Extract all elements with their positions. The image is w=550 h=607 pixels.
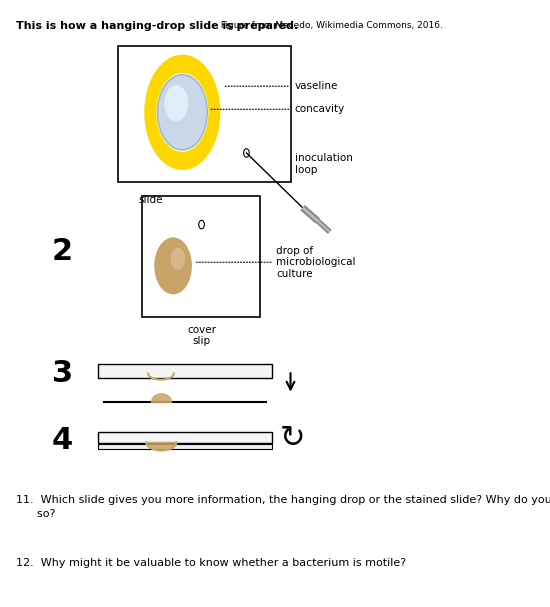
Text: 4: 4	[52, 426, 73, 455]
Text: vaseline: vaseline	[294, 81, 338, 91]
Circle shape	[144, 55, 221, 170]
Circle shape	[170, 248, 185, 270]
FancyBboxPatch shape	[98, 432, 272, 443]
Text: 11.  Which slide gives you more information, the hanging drop or the stained sli: 11. Which slide gives you more informati…	[16, 495, 550, 519]
Text: cover
slip: cover slip	[187, 325, 216, 347]
Text: 12.  Why might it be valuable to know whether a bacterium is motile?: 12. Why might it be valuable to know whe…	[16, 558, 406, 568]
Circle shape	[154, 237, 192, 294]
FancyBboxPatch shape	[98, 364, 272, 378]
Text: slide: slide	[138, 195, 163, 205]
Circle shape	[164, 85, 188, 121]
Text: drop of
microbiological
culture: drop of microbiological culture	[277, 246, 356, 279]
Circle shape	[156, 73, 208, 152]
Text: concavity: concavity	[294, 104, 345, 114]
FancyBboxPatch shape	[98, 444, 272, 449]
FancyBboxPatch shape	[118, 46, 290, 182]
Text: Figure from Macedo, Wikimedia Commons, 2016.: Figure from Macedo, Wikimedia Commons, 2…	[218, 21, 443, 30]
FancyBboxPatch shape	[142, 196, 261, 317]
Text: ↻: ↻	[280, 424, 305, 453]
Text: 2: 2	[52, 237, 73, 266]
Text: inoculation
loop: inoculation loop	[294, 153, 353, 175]
Text: This is how a hanging-drop slide is prepared.: This is how a hanging-drop slide is prep…	[16, 21, 298, 31]
Text: 3: 3	[52, 359, 73, 388]
Circle shape	[157, 75, 207, 150]
